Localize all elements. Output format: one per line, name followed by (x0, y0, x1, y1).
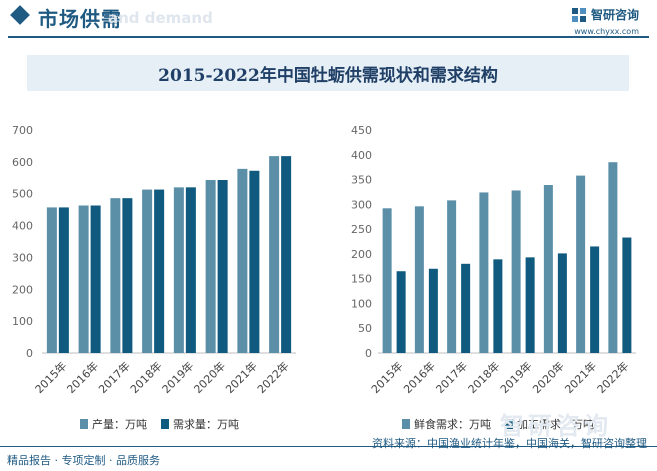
bar-series-2 (396, 271, 406, 353)
bar-series-1 (173, 187, 184, 353)
source-text: 资料来源：中国渔业统计年鉴，中国海关，智研咨询整理 (372, 437, 647, 450)
bar-series-2 (217, 180, 228, 353)
bar-series-2 (281, 156, 292, 353)
bar-series-1 (269, 156, 280, 353)
x-tick-label: 2022年 (254, 359, 291, 396)
x-tick-label: 2015年 (368, 359, 405, 396)
header: 市场供需 and demand 智研咨询 www.chyxx.com (0, 0, 657, 40)
bar-series-1 (46, 207, 57, 353)
brand-name: 智研咨询 (590, 8, 639, 22)
footer-divider (0, 446, 657, 447)
bar-series-2 (622, 237, 632, 353)
footer-slogan: 精品报告 · 专项定制 · 品质服务 (7, 454, 160, 467)
bar-series-1 (414, 206, 424, 353)
legend-label: 产量：万吨 (92, 417, 147, 431)
y-tick-label: 100 (12, 315, 33, 328)
bar-series-2 (249, 170, 260, 353)
bar-series-2 (590, 246, 600, 353)
brand-logo-icon (571, 7, 586, 22)
y-tick-label: 200 (351, 248, 372, 261)
x-tick-label: 2020年 (191, 359, 228, 396)
bar-series-1 (608, 162, 618, 353)
y-tick-label: 300 (12, 251, 33, 264)
brand-url: www.chyxx.com (574, 27, 639, 36)
x-tick-label: 2015年 (32, 359, 69, 396)
y-tick-label: 400 (351, 149, 372, 162)
bar-series-2 (428, 268, 438, 353)
bar-series-1 (205, 180, 216, 353)
legend-label: 鲜食需求：万吨 (414, 417, 491, 431)
bar-series-1 (479, 192, 489, 353)
y-tick-label: 500 (12, 188, 33, 201)
bar-series-1 (511, 190, 521, 353)
section-title: 市场供需 (38, 7, 122, 31)
legend-swatch (80, 419, 88, 429)
x-tick-label: 2016年 (400, 359, 437, 396)
x-tick-label: 2019年 (497, 359, 534, 396)
x-tick-label: 2020年 (529, 359, 566, 396)
y-tick-label: 250 (351, 223, 372, 236)
chart-title-band: 2015-2022年中国牡蛎供需现状和需求结构 (27, 55, 629, 91)
bar-series-2 (154, 189, 165, 353)
x-tick-label: 2021年 (562, 359, 599, 396)
x-tick-label: 2021年 (222, 359, 259, 396)
bar-series-2 (185, 187, 196, 353)
brand-logo: 智研咨询 (571, 6, 639, 23)
x-tick-label: 2016年 (64, 359, 101, 396)
bar-series-1 (78, 205, 89, 353)
bar-series-1 (382, 208, 392, 353)
bar-series-1 (142, 189, 153, 353)
bar-series-2 (122, 198, 133, 353)
x-tick-label: 2018年 (127, 359, 164, 396)
chart-title: 2015-2022年中国牡蛎供需现状和需求结构 (158, 65, 498, 86)
y-tick-label: 100 (351, 297, 372, 310)
header-ghost-text: and demand (108, 9, 213, 27)
legend-swatch (161, 419, 169, 429)
x-tick-label: 2017年 (433, 359, 470, 396)
bar-series-2 (493, 259, 503, 353)
y-tick-label: 0 (365, 347, 372, 360)
legend-swatch (402, 419, 410, 429)
y-tick-label: 700 (12, 124, 33, 137)
legend-swatch (505, 419, 513, 429)
bar-series-1 (110, 198, 121, 353)
header-divider (8, 36, 649, 38)
y-tick-label: 150 (351, 273, 372, 286)
x-tick-label: 2017年 (95, 359, 132, 396)
bar-series-2 (557, 253, 567, 353)
x-tick-label: 2019年 (159, 359, 196, 396)
bar-series-2 (90, 205, 101, 353)
watermark-bottom: 智研咨询 (500, 412, 612, 440)
bar-series-2 (58, 207, 69, 353)
y-tick-label: 300 (351, 198, 372, 211)
x-tick-label: 2022年 (594, 359, 631, 396)
bar-series-1 (576, 175, 586, 353)
legend-label: 加工需求：万吨 (517, 418, 594, 431)
bar-series-1 (543, 185, 553, 353)
bar-series-1 (237, 168, 248, 353)
y-tick-label: 200 (12, 283, 33, 296)
y-tick-label: 600 (12, 156, 33, 169)
bar-series-2 (525, 257, 535, 353)
y-tick-label: 50 (358, 322, 372, 335)
bar-series-1 (447, 200, 457, 353)
y-tick-label: 350 (351, 174, 372, 187)
y-tick-label: 0 (26, 347, 33, 360)
x-tick-label: 2018年 (465, 359, 502, 396)
legend-label: 需求量：万吨 (173, 418, 239, 431)
y-tick-label: 450 (351, 124, 372, 137)
bar-series-2 (461, 263, 471, 353)
y-tick-label: 400 (12, 220, 33, 233)
